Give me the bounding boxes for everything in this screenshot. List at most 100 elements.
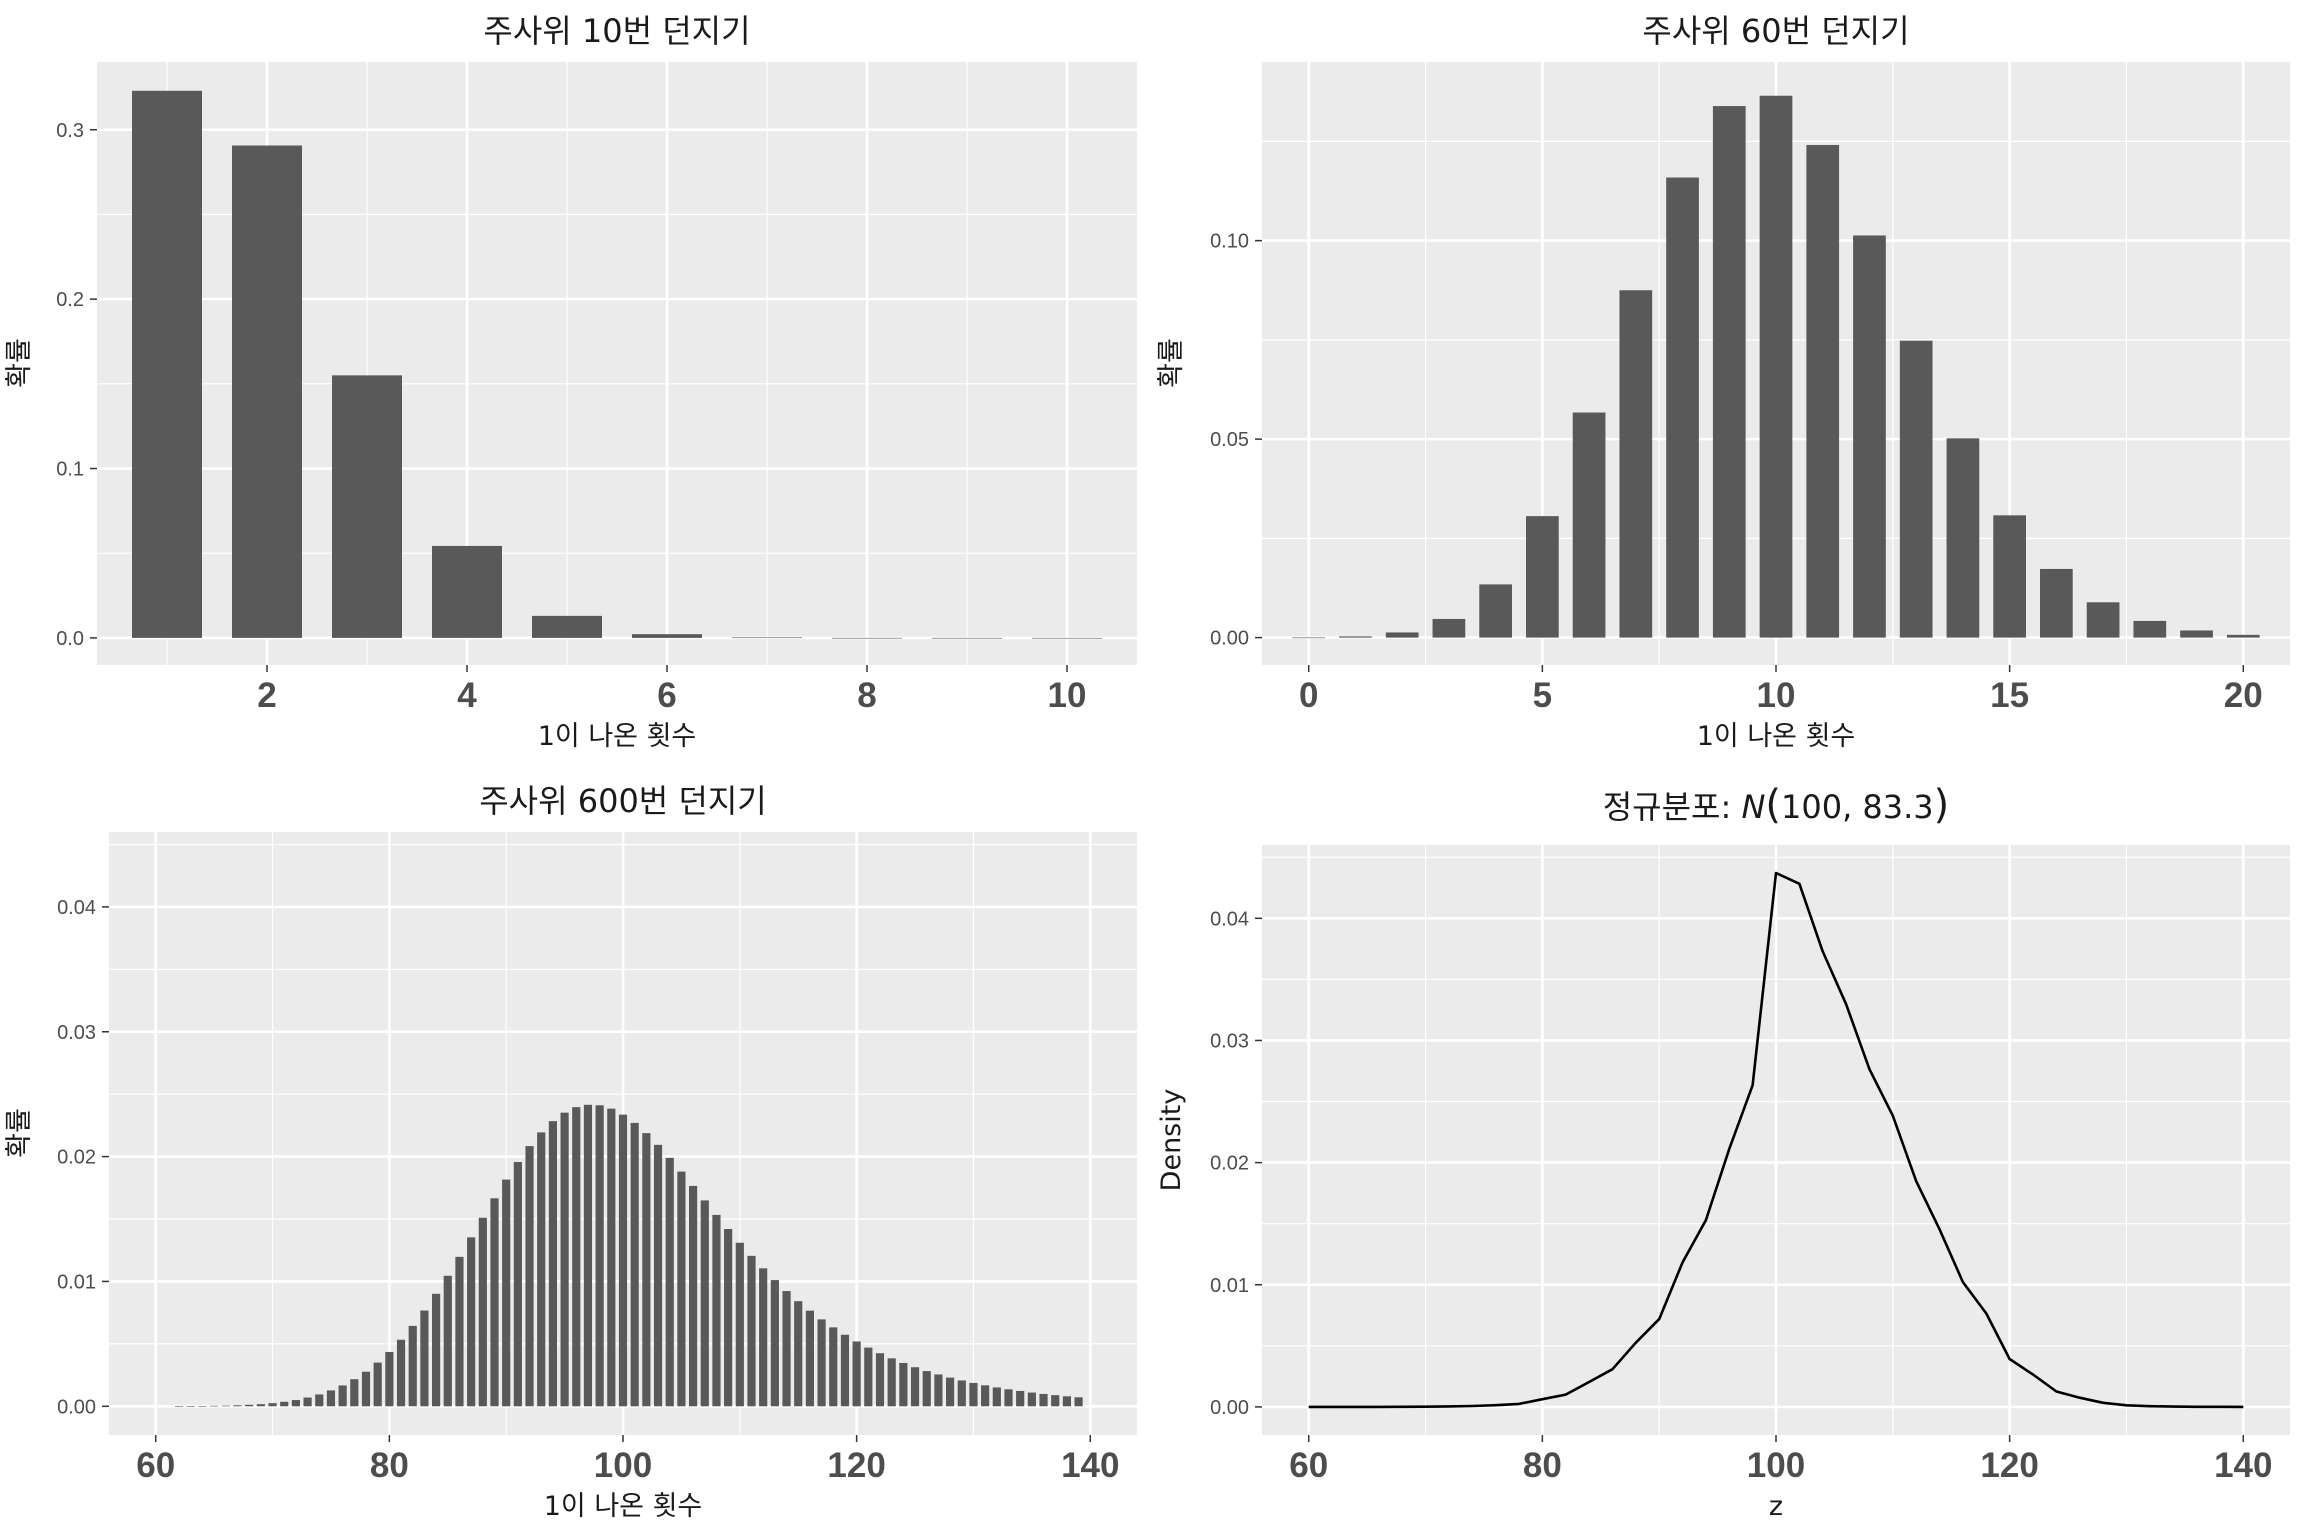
bar bbox=[1899, 340, 1933, 638]
bar bbox=[532, 615, 602, 638]
bar bbox=[1292, 637, 1326, 639]
bar bbox=[432, 545, 502, 638]
bar bbox=[1074, 1397, 1083, 1407]
bar bbox=[332, 375, 402, 638]
panel-top-left: 2 4 6 8 10 0.0 0.1 0.2 0.3 주사위 10번 던지기 1이 나온 횟수 확률 bbox=[4, 12, 1137, 752]
bar bbox=[1051, 1395, 1060, 1407]
bar bbox=[653, 1144, 663, 1407]
bar bbox=[712, 1214, 721, 1407]
bar bbox=[689, 1185, 698, 1407]
bar bbox=[992, 1387, 1001, 1407]
y-tick-label: 0.00 bbox=[1210, 1397, 1249, 1419]
y-tick-label: 0.05 bbox=[1210, 429, 1249, 451]
x-tick-label: 140 bbox=[1061, 1446, 1119, 1485]
y-tick-label: 0.00 bbox=[1210, 628, 1249, 650]
chart-title: 주사위 10번 던지기 bbox=[483, 12, 750, 50]
bar bbox=[280, 1401, 289, 1407]
y-tick-label: 0.0 bbox=[56, 628, 84, 650]
bar bbox=[607, 1108, 616, 1407]
bar bbox=[490, 1198, 499, 1407]
y-tick-label: 0.03 bbox=[1210, 1030, 1249, 1052]
bar bbox=[817, 1319, 826, 1407]
x-axis-title: 1이 나온 횟수 bbox=[544, 1491, 703, 1522]
bar bbox=[922, 1371, 931, 1407]
bar bbox=[910, 1367, 920, 1407]
x-axis-title: 1이 나온 횟수 bbox=[1697, 721, 1856, 752]
x-tick-label: 120 bbox=[827, 1446, 885, 1485]
bar bbox=[642, 1133, 651, 1407]
bar bbox=[1039, 1393, 1048, 1407]
chart-title: 정규분포: N(100, 83.3) bbox=[1603, 782, 1950, 828]
bar bbox=[1946, 438, 1980, 638]
bar bbox=[385, 1351, 394, 1407]
bar bbox=[338, 1385, 347, 1407]
x-tick-label: 60 bbox=[136, 1446, 175, 1485]
bar bbox=[934, 1374, 943, 1407]
x-tick-label: 5 bbox=[1533, 676, 1552, 715]
bar bbox=[560, 1112, 569, 1407]
bar bbox=[2086, 602, 2120, 638]
bar bbox=[829, 1327, 838, 1407]
bar bbox=[1712, 106, 1746, 638]
bar bbox=[1619, 290, 1653, 638]
bar bbox=[210, 1405, 219, 1407]
x-tick-label: 6 bbox=[657, 676, 676, 715]
y-axis-title: 확률 bbox=[4, 338, 35, 388]
x-tick-label: 140 bbox=[2214, 1446, 2272, 1485]
bar bbox=[245, 1404, 254, 1407]
x-tick-label: 15 bbox=[1990, 676, 2029, 715]
bar bbox=[747, 1255, 756, 1407]
bar bbox=[1572, 412, 1606, 638]
bar bbox=[572, 1107, 581, 1407]
bar bbox=[443, 1275, 452, 1407]
y-tick-label: 0.2 bbox=[56, 289, 84, 311]
bar bbox=[864, 1347, 873, 1407]
bar bbox=[957, 1380, 966, 1407]
bar bbox=[1526, 516, 1559, 638]
x-tick-label: 2 bbox=[257, 676, 276, 715]
bar bbox=[502, 1179, 511, 1407]
x-tick-label: 120 bbox=[1980, 1446, 2038, 1485]
bar bbox=[724, 1229, 733, 1407]
bar bbox=[1993, 515, 2026, 638]
bar bbox=[467, 1237, 476, 1407]
bar bbox=[1027, 1392, 1036, 1407]
bar bbox=[852, 1341, 861, 1407]
y-tick-label: 0.01 bbox=[57, 1271, 96, 1293]
y-axis-title: Density bbox=[1156, 1089, 1187, 1192]
bar bbox=[1759, 95, 1793, 638]
bar bbox=[840, 1334, 850, 1407]
chart-title: 주사위 60번 던지기 bbox=[1642, 12, 1909, 50]
bar bbox=[932, 637, 1002, 639]
bar bbox=[221, 1405, 230, 1407]
bar bbox=[132, 90, 202, 638]
x-tick-label: 60 bbox=[1289, 1446, 1328, 1485]
bar bbox=[233, 1405, 242, 1407]
bar bbox=[677, 1171, 686, 1407]
bar bbox=[1339, 636, 1372, 638]
bar bbox=[887, 1358, 896, 1407]
bar bbox=[361, 1371, 371, 1407]
bar bbox=[759, 1268, 768, 1407]
bar bbox=[513, 1161, 522, 1407]
y-tick-label: 0.02 bbox=[1210, 1153, 1249, 1175]
bar bbox=[198, 1406, 207, 1407]
bar bbox=[478, 1217, 487, 1407]
bar bbox=[186, 1406, 195, 1407]
x-tick-label: 10 bbox=[1757, 676, 1796, 715]
x-axis-title: 1이 나온 횟수 bbox=[538, 721, 697, 752]
x-tick-label: 80 bbox=[1523, 1446, 1562, 1485]
x-tick-label: 100 bbox=[1747, 1446, 1805, 1485]
x-tick-label: 100 bbox=[594, 1446, 652, 1485]
y-axis-title: 확률 bbox=[1156, 338, 1187, 388]
bar bbox=[1032, 637, 1102, 639]
y-tick-label: 0.04 bbox=[57, 897, 96, 919]
bar bbox=[782, 1291, 791, 1407]
y-tick-label: 0.10 bbox=[1210, 231, 1249, 253]
bar bbox=[770, 1280, 779, 1407]
bar bbox=[408, 1325, 417, 1407]
x-axis-title: z bbox=[1769, 1491, 1783, 1522]
chart-title-args: 100, 83.3 bbox=[1781, 788, 1934, 826]
bar bbox=[1479, 584, 1512, 638]
